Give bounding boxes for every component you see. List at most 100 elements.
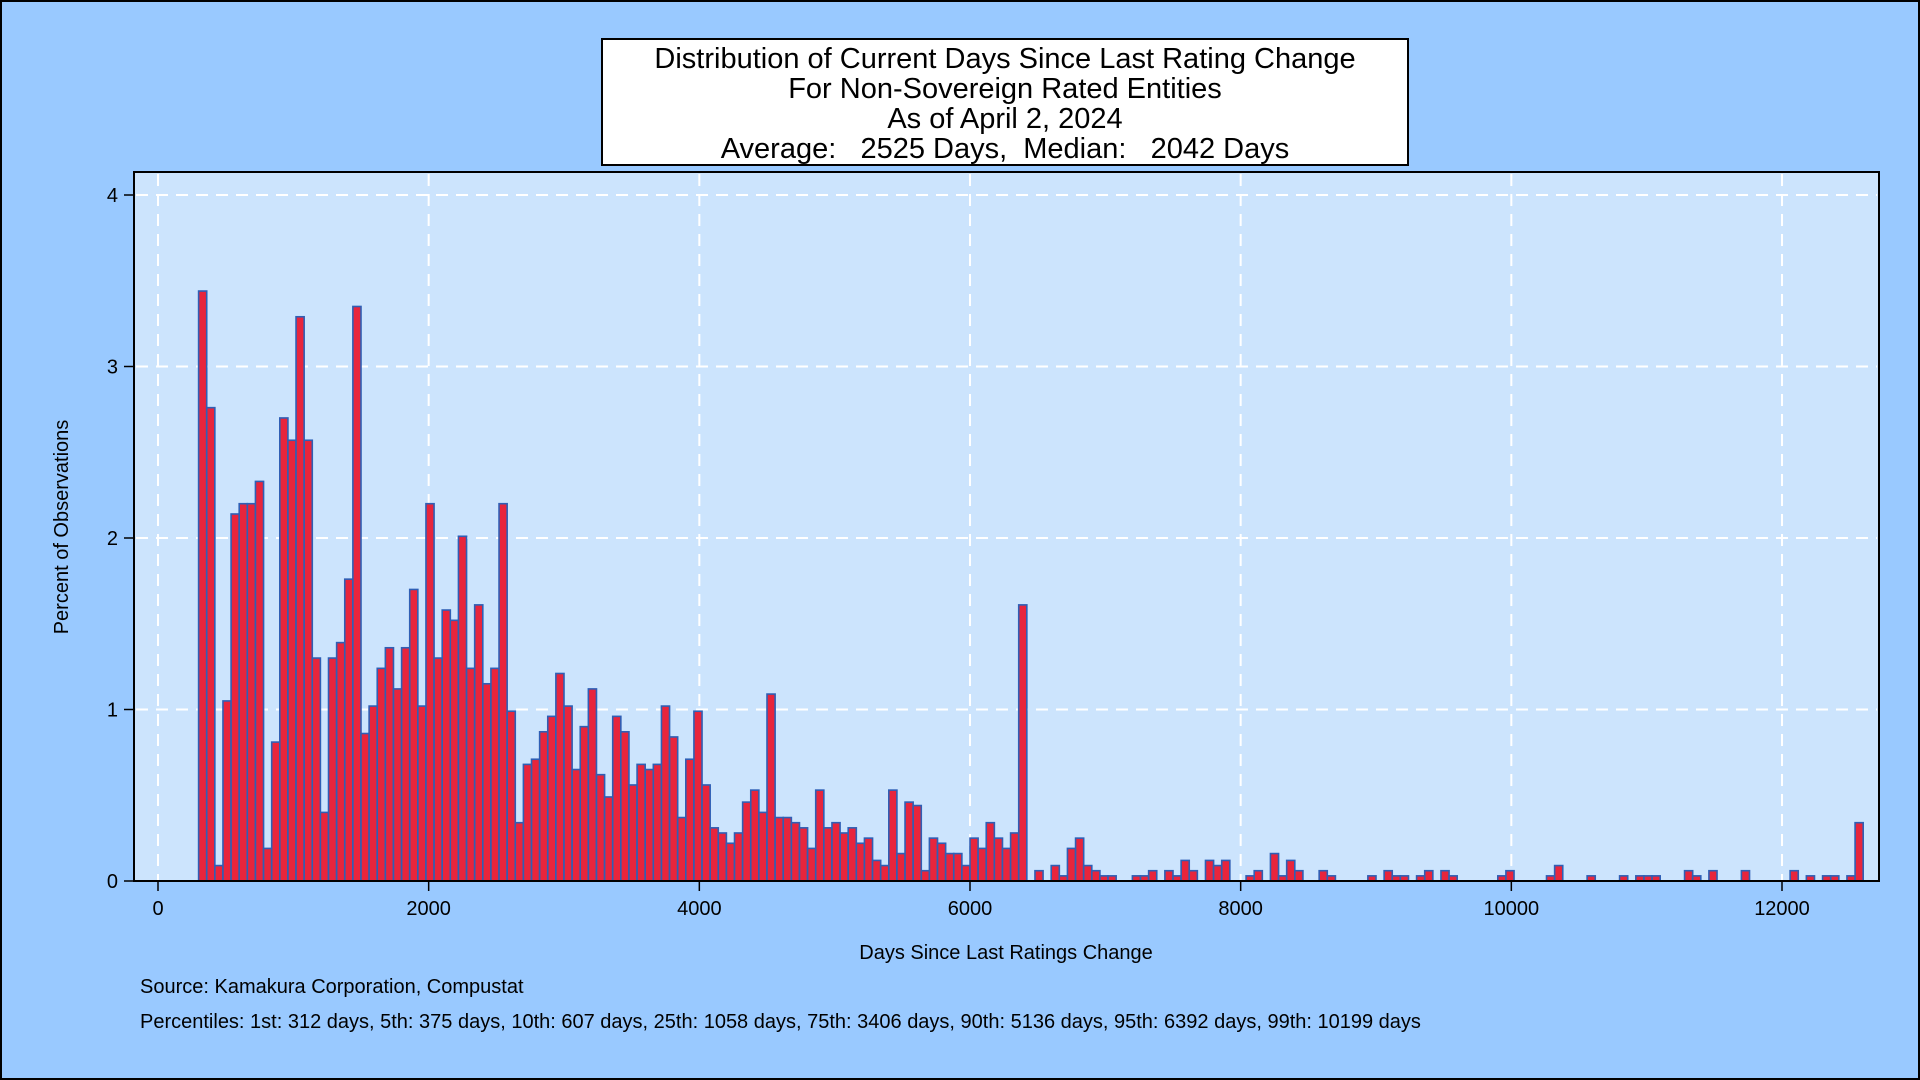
histogram-bar <box>693 710 703 882</box>
y-tick-label: 0 <box>107 871 118 893</box>
histogram-bar <box>1269 852 1280 882</box>
histogram-bar <box>262 847 273 882</box>
histogram-bar <box>278 417 289 882</box>
histogram-bar <box>725 842 736 882</box>
histogram-bar <box>352 305 362 882</box>
histogram-bar <box>847 827 858 882</box>
histogram-bar <box>717 832 728 882</box>
chart-title: Distribution of Current Days Since Last … <box>601 38 1409 166</box>
histogram-bar <box>1285 859 1296 882</box>
histogram-bar <box>839 832 850 882</box>
histogram-bar <box>571 768 582 882</box>
histogram-bar <box>774 816 785 882</box>
histogram-bar <box>506 710 517 882</box>
histogram-bar <box>733 832 744 882</box>
histogram-bar <box>936 842 947 882</box>
histogram-bar <box>295 315 305 882</box>
histogram-bar <box>814 789 825 882</box>
histogram-bar <box>1001 847 1012 882</box>
histogram-bar <box>749 789 760 882</box>
histogram-bar <box>823 827 833 882</box>
histogram-bar <box>684 758 695 882</box>
histogram-bar <box>1180 859 1191 882</box>
histogram-bar <box>1074 837 1085 882</box>
histogram-bar <box>1188 869 1199 882</box>
histogram-bar <box>952 852 963 882</box>
histogram-bar <box>368 705 379 882</box>
histogram-bar <box>790 821 801 882</box>
histogram-bar <box>303 439 314 882</box>
histogram-bar <box>1091 869 1101 882</box>
histogram-bar <box>912 804 923 882</box>
histogram-bar <box>214 864 224 882</box>
source-note: Source: Kamakura Corporation, Compustat <box>140 976 524 998</box>
title-line-1: Distribution of Current Days Since Last … <box>654 43 1356 75</box>
y-tick-label: 3 <box>107 357 118 379</box>
histogram-bar <box>449 619 460 882</box>
histogram-bar <box>457 535 468 882</box>
histogram-bar <box>1066 847 1077 882</box>
histogram-bar <box>360 732 370 882</box>
histogram-bar <box>1708 869 1718 882</box>
histogram-bar <box>376 667 387 882</box>
histogram-bar <box>530 758 541 882</box>
x-axis-label: Days Since Last Ratings Change <box>859 942 1153 964</box>
histogram-bar <box>1050 864 1061 882</box>
histogram-bar <box>944 852 955 882</box>
histogram-bar <box>896 852 906 882</box>
histogram-bar <box>522 763 533 882</box>
x-tick-label: 12000 <box>1754 898 1810 920</box>
histogram-bar <box>546 715 557 882</box>
histogram-bar <box>1440 869 1450 882</box>
histogram-bar <box>197 290 208 882</box>
y-tick-label: 2 <box>107 528 118 550</box>
histogram-bar <box>311 657 322 882</box>
histogram-bar <box>636 763 647 882</box>
histogram-bar <box>863 837 874 882</box>
histogram-bar <box>563 705 573 882</box>
x-tick-label: 10000 <box>1484 898 1540 920</box>
histogram-bar <box>205 406 216 882</box>
histogram-bar <box>343 578 354 882</box>
histogram-bar <box>701 784 711 882</box>
histogram-bar <box>1009 832 1020 882</box>
histogram-bar <box>1204 859 1215 882</box>
plot-border <box>133 171 1880 882</box>
histogram-bar <box>587 688 598 882</box>
histogram-bar <box>287 439 297 882</box>
histogram-bar <box>904 801 914 882</box>
title-line-4: Average: 2525 Days, Median: 2042 Days <box>720 133 1290 165</box>
histogram-bar <box>319 811 330 882</box>
histogram-bar <box>644 768 655 882</box>
histogram-bar <box>611 715 622 882</box>
histogram-bar <box>766 693 776 882</box>
x-tick-label: 4000 <box>677 898 722 920</box>
histogram-bar <box>498 502 508 882</box>
histogram-bar <box>1423 869 1434 882</box>
histogram-bar <box>993 837 1004 882</box>
histogram-bar <box>254 480 265 882</box>
histogram-bar <box>1505 869 1515 882</box>
histogram-bar <box>887 789 898 882</box>
histogram-bar <box>465 667 476 882</box>
histogram-bar <box>392 688 403 882</box>
histogram-bar <box>985 821 996 882</box>
histogram-bar <box>709 827 720 882</box>
histogram-bar <box>1164 869 1174 882</box>
histogram-bar <box>603 796 614 882</box>
histogram-bar <box>668 736 679 882</box>
histogram-bar <box>871 859 882 882</box>
histogram-bar <box>400 646 411 882</box>
x-tick-label: 8000 <box>1218 898 1263 920</box>
histogram-bar <box>473 604 484 882</box>
histogram-bar <box>1789 869 1800 882</box>
histogram-bar <box>676 816 687 882</box>
histogram-bar <box>920 869 931 882</box>
histogram-bar <box>1253 869 1264 882</box>
histogram-bar <box>1553 864 1564 882</box>
histogram-bar <box>238 502 249 882</box>
y-axis-label: Percent of Observations <box>51 420 73 635</box>
histogram-bar <box>969 837 979 882</box>
x-tick-label: 2000 <box>406 898 451 920</box>
